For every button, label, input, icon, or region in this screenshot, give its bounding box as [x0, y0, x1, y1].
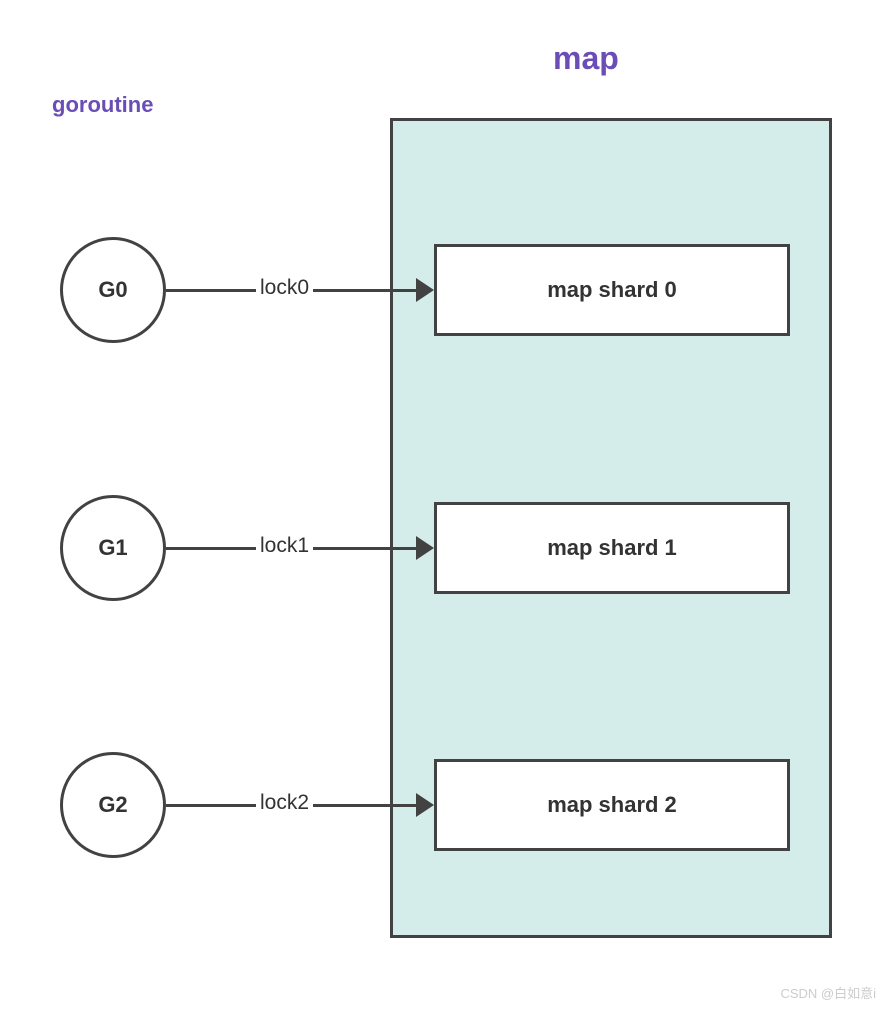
lock-label: lock2 [256, 791, 313, 815]
arrow-head-icon [416, 536, 434, 560]
shard-box: map shard 0 [434, 244, 790, 336]
shard-box: map shard 2 [434, 759, 790, 851]
arrow-head-icon [416, 278, 434, 302]
goroutine-label: G0 [98, 277, 127, 303]
goroutine-label: G1 [98, 535, 127, 561]
goroutine-node: G2 [60, 752, 166, 858]
lock-label: lock1 [256, 534, 313, 558]
arrow-head-icon [416, 793, 434, 817]
shard-box: map shard 1 [434, 502, 790, 594]
goroutine-label: G2 [98, 792, 127, 818]
lock-label: lock0 [256, 276, 313, 300]
watermark: CSDN @白如意i [780, 983, 876, 1002]
goroutine-node: G1 [60, 495, 166, 601]
goroutine-node: G0 [60, 237, 166, 343]
map-title: map [553, 40, 619, 77]
shard-label: map shard 2 [547, 792, 677, 818]
shard-label: map shard 1 [547, 535, 677, 561]
goroutine-title: goroutine [52, 92, 153, 118]
shard-label: map shard 0 [547, 277, 677, 303]
